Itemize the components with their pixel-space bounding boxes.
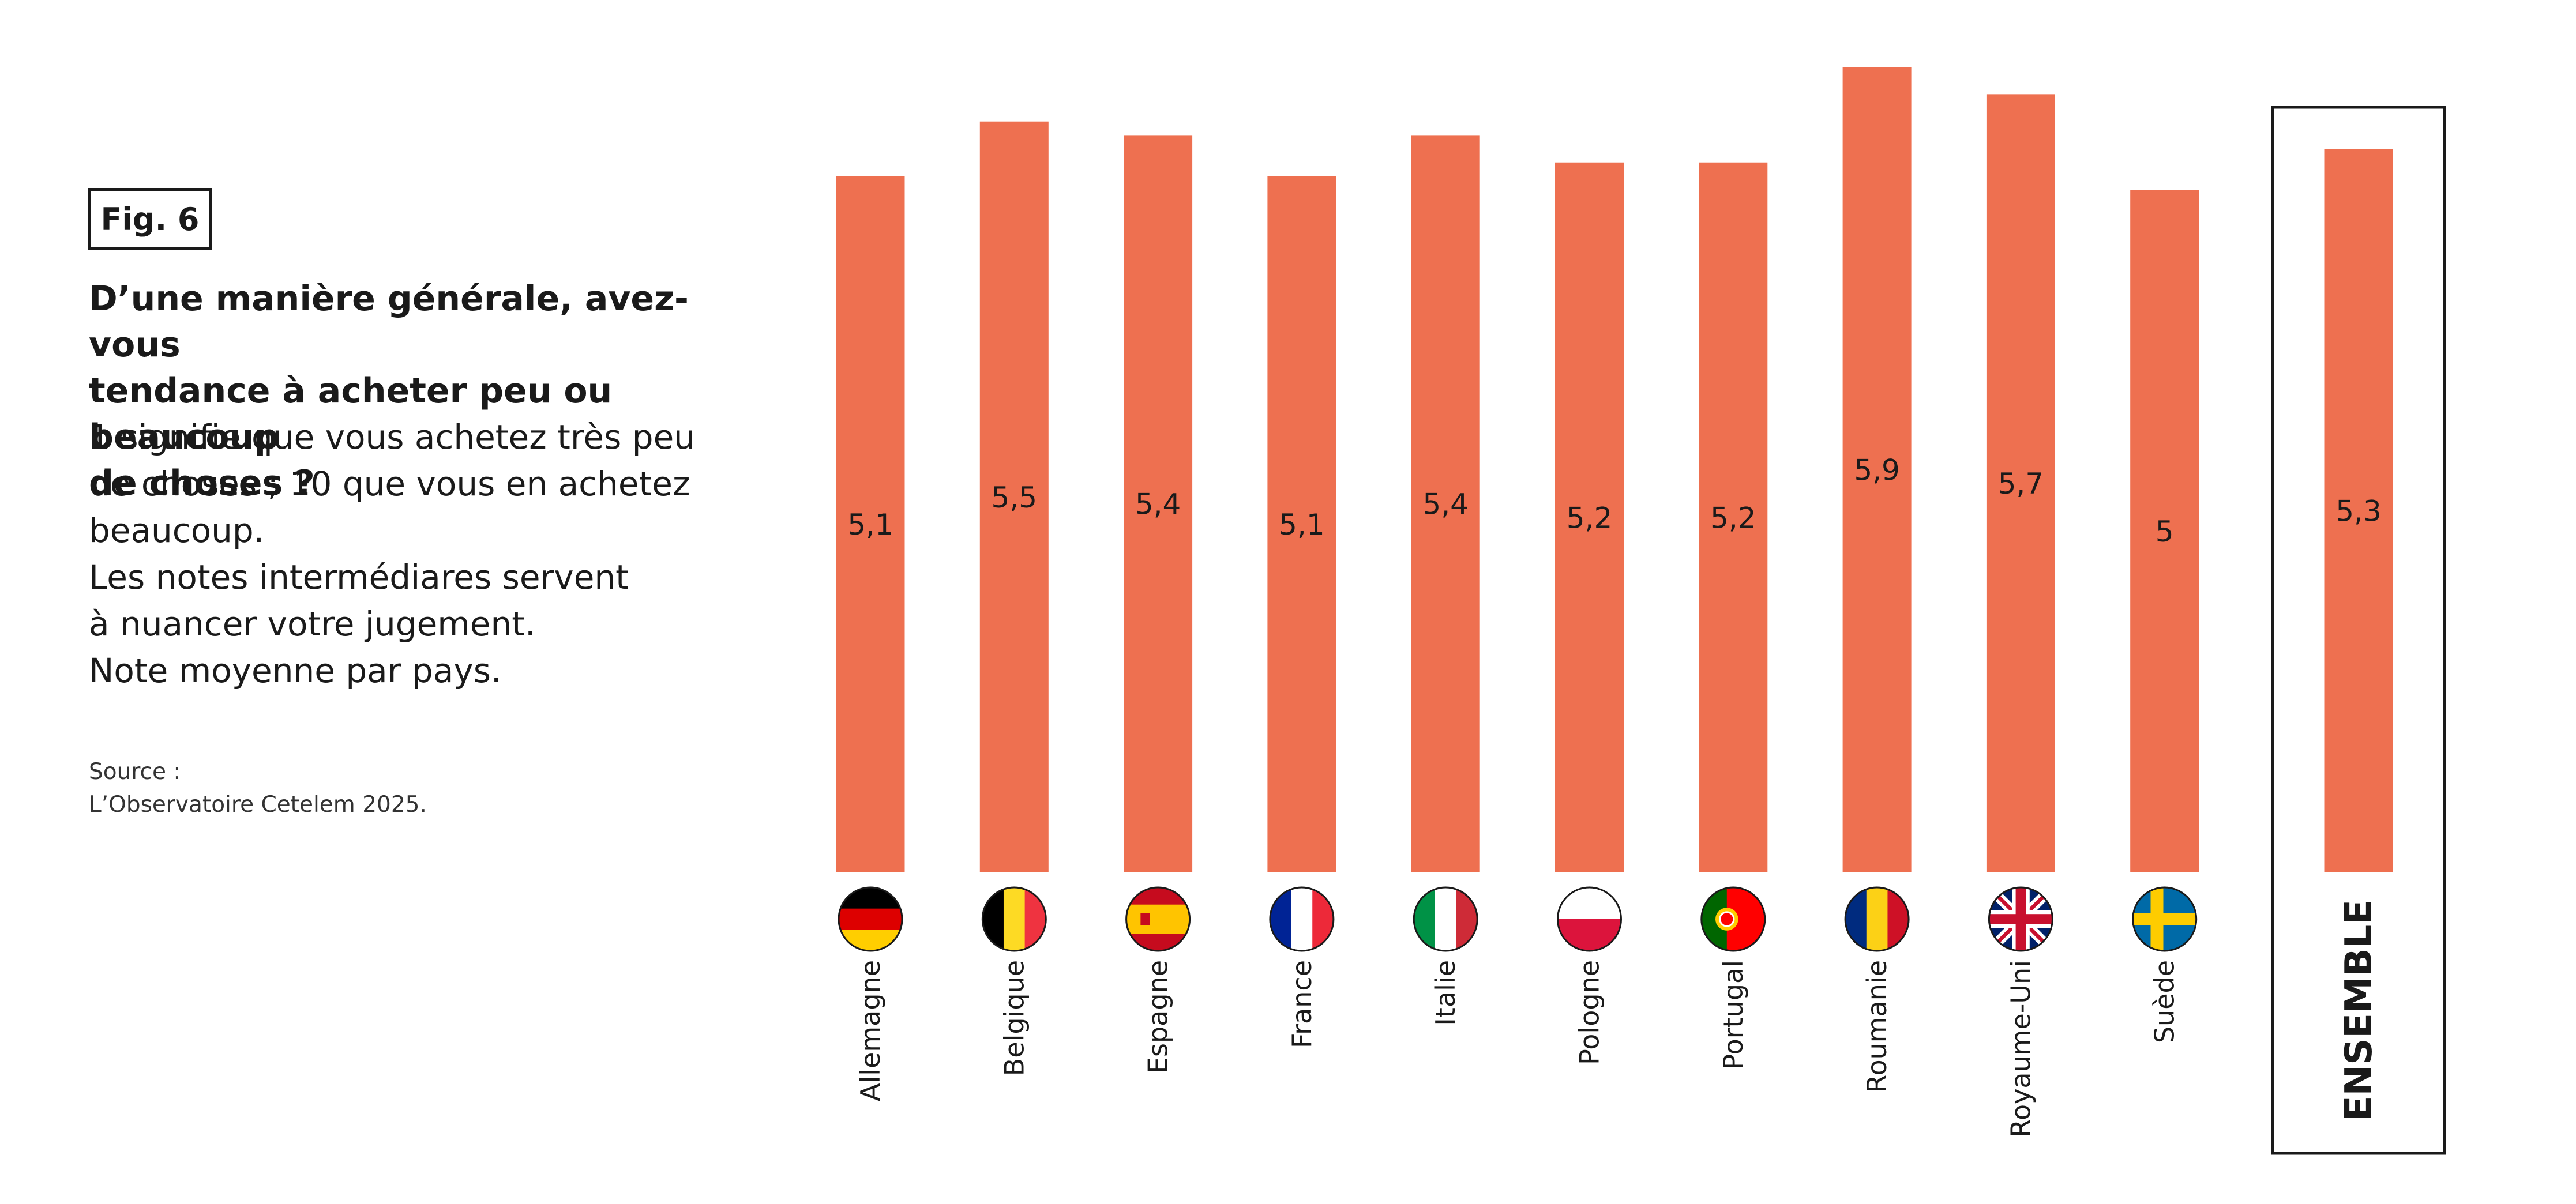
value-label: 5,1 — [847, 508, 893, 541]
value-label: 5,1 — [1279, 508, 1325, 541]
description-line: Les notes intermédiares servent — [89, 558, 629, 597]
question-line: tendance à acheter peu ou beaucoup — [89, 371, 613, 457]
bar-suède — [2130, 190, 2199, 872]
bar-ensemble — [2324, 149, 2393, 872]
value-label: 5,4 — [1135, 488, 1181, 521]
bar-belgique — [979, 121, 1049, 872]
bar-allemagne — [836, 176, 905, 873]
figure-badge: Fig. 6 — [88, 188, 212, 250]
category-label: Portugal — [1718, 960, 1749, 1070]
flag-france-icon — [1269, 886, 1335, 952]
description-line: 1 signifie que vous achetez très peu — [89, 417, 696, 457]
value-label: 5 — [2156, 515, 2174, 548]
flag-portugal-icon — [1700, 886, 1766, 952]
bar-pologne — [1555, 162, 1624, 873]
total-highlight-frame — [2271, 106, 2446, 1155]
description-line: beaucoup. — [89, 511, 265, 550]
chart-source: Source : L’Observatoire Cetelem 2025. — [89, 755, 608, 821]
category-label: Royaume-Uni — [2005, 960, 2036, 1138]
flag-italy-icon — [1413, 886, 1478, 952]
source-label: Source : — [89, 759, 181, 785]
description-line: Note moyenne par pays. — [89, 651, 502, 690]
flag-poland-icon — [1557, 886, 1622, 952]
flag-sweden-icon — [2132, 886, 2198, 952]
value-label: 5,2 — [1710, 501, 1756, 535]
value-label: 5,9 — [1854, 454, 1900, 487]
chart-question: D’une manière générale, avez-vous tendan… — [89, 276, 758, 506]
bar-portugal — [1699, 162, 1768, 873]
bar-royaume-uni — [1986, 94, 2055, 872]
bar-france — [1267, 176, 1336, 873]
value-label: 5,7 — [1998, 467, 2044, 501]
value-label: 5,2 — [1567, 501, 1613, 535]
category-label: Italie — [1430, 960, 1461, 1026]
category-label: Espagne — [1143, 960, 1174, 1074]
category-label: ENSEMBLE — [2338, 900, 2380, 1121]
flag-united-kingdom-icon — [1988, 886, 2053, 952]
chart-description: 1 signifie que vous achetez très peu de … — [89, 414, 758, 694]
source-name: L’Observatoire Cetelem 2025. — [89, 792, 427, 818]
category-label: Suède — [2149, 960, 2180, 1043]
value-label: 5,5 — [992, 481, 1038, 514]
category-label: Pologne — [1574, 960, 1605, 1065]
description-line: de choses ; 10 que vous en achetez — [89, 464, 690, 503]
flag-spain-icon — [1125, 886, 1191, 952]
question-line: de choses ? — [89, 463, 315, 503]
category-label: France — [1286, 960, 1317, 1048]
value-label: 5,3 — [2335, 495, 2382, 528]
value-label: 5,4 — [1422, 488, 1469, 521]
category-label: Roumanie — [1861, 960, 1892, 1093]
bar-espagne — [1124, 135, 1193, 872]
bar-roumanie — [1842, 67, 1912, 872]
category-label: Allemagne — [855, 960, 886, 1101]
description-line: à nuancer votre jugement. — [89, 604, 536, 644]
flag-germany-icon — [838, 886, 903, 952]
flag-belgium-icon — [981, 886, 1047, 952]
category-label: Belgique — [998, 960, 1030, 1076]
bar-italie — [1411, 135, 1480, 872]
question-line: D’une manière générale, avez-vous — [89, 279, 689, 365]
flag-romania-icon — [1844, 886, 1910, 952]
